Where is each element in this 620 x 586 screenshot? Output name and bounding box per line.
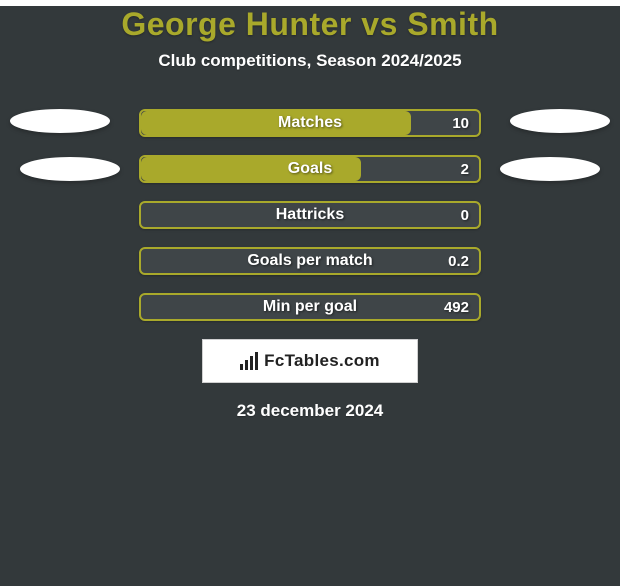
avatar-right-1 <box>510 109 610 133</box>
stat-bar-label: Min per goal <box>141 295 479 319</box>
stat-bar-row: Goals2 <box>139 155 481 183</box>
avatar-left-1 <box>10 109 110 133</box>
stat-bar-row: Matches10 <box>139 109 481 137</box>
stat-bar-label: Matches <box>141 111 479 135</box>
brand-text: FcTables.com <box>264 351 380 371</box>
avatar-left-2 <box>20 157 120 181</box>
bar-chart-icon <box>240 352 258 370</box>
page-subtitle: Club competitions, Season 2024/2025 <box>0 51 620 71</box>
stat-bar-value: 492 <box>444 295 469 319</box>
stat-bar-label: Goals per match <box>141 249 479 273</box>
page-root: George Hunter vs Smith Club competitions… <box>0 6 620 586</box>
stat-bar-row: Hattricks0 <box>139 201 481 229</box>
brand-box[interactable]: FcTables.com <box>202 339 418 383</box>
stat-bar-label: Goals <box>141 157 479 181</box>
stat-bar-label: Hattricks <box>141 203 479 227</box>
stat-bar-value: 0 <box>461 203 469 227</box>
page-title: George Hunter vs Smith <box>0 6 620 43</box>
stat-bar-row: Goals per match0.2 <box>139 247 481 275</box>
stat-bar-value: 10 <box>452 111 469 135</box>
stat-bars: Matches10 Goals2 Hattricks0 Goals per match… <box>139 109 481 321</box>
avatar-right-2 <box>500 157 600 181</box>
stat-bar-value: 2 <box>461 157 469 181</box>
stats-area: Matches10 Goals2 Hattricks0 Goals per match… <box>0 109 620 321</box>
footer-date: 23 december 2024 <box>0 401 620 421</box>
stat-bar-row: Min per goal492 <box>139 293 481 321</box>
stat-bar-value: 0.2 <box>448 249 469 273</box>
